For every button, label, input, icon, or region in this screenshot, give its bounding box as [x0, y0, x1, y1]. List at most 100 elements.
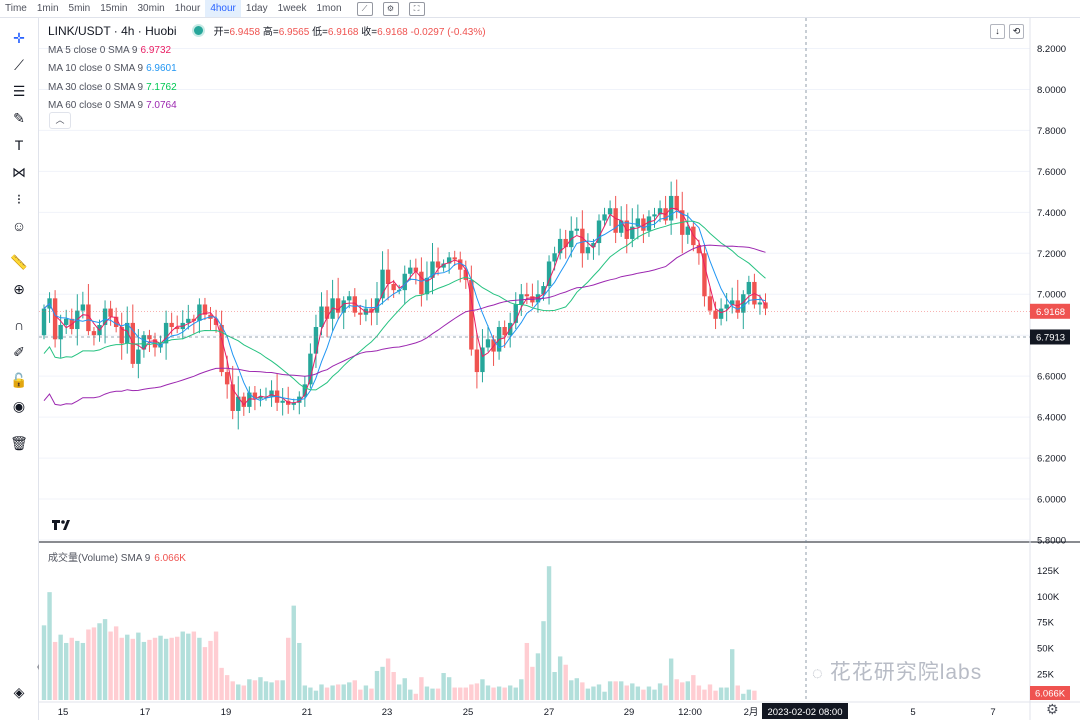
- volume-bar: [52, 641, 58, 700]
- volume-bar: [175, 636, 180, 700]
- candle-body: [607, 208, 613, 215]
- watermark: ◌ 花花研究院labs: [812, 656, 982, 686]
- ma-30-legend[interactable]: MA 30 close 0 SMA 9 7.1762: [48, 78, 486, 97]
- timeframe-1mon[interactable]: 1mon: [316, 3, 342, 14]
- volume-tick-label: 75K: [1037, 618, 1055, 629]
- candle-body: [724, 304, 729, 309]
- ma-10-legend[interactable]: MA 10 close 0 SMA 9 6.9601: [48, 59, 486, 78]
- indicator-chart-icon[interactable]: ⟋: [356, 1, 373, 16]
- volume-last-label: 6.066K: [1035, 689, 1066, 700]
- volume-bar: [180, 631, 185, 700]
- layers-icon[interactable]: ◈: [13, 684, 25, 700]
- candle-body: [763, 302, 768, 309]
- ohlc-readout: 开=6.9458 高=6.9565 低=6.9168 收=6.9168 -0.0…: [214, 27, 486, 38]
- candle-body: [291, 402, 296, 405]
- volume-bar: [641, 689, 646, 700]
- timeframe-1min[interactable]: 1min: [36, 3, 59, 14]
- volume-bar: [152, 637, 158, 700]
- lock-drawing-icon[interactable]: ✐: [13, 344, 25, 360]
- volume-bar: [541, 621, 546, 700]
- volume-bar: [413, 693, 419, 700]
- volume-bar: [130, 638, 135, 700]
- zoom-in-icon[interactable]: ⊕: [13, 281, 25, 297]
- volume-bar: [41, 625, 47, 700]
- trend-line-icon[interactable]: ⟋: [14, 57, 24, 73]
- volume-bar: [463, 687, 468, 700]
- candles: [41, 179, 768, 700]
- crosshair-price-badge: [1030, 329, 1070, 345]
- candle-body: [219, 324, 224, 373]
- volume-bar: [391, 672, 396, 700]
- time-tick-label: 5: [910, 707, 915, 718]
- volume-bar: [607, 681, 613, 700]
- collapse-legend-button[interactable]: ︿: [49, 112, 71, 129]
- fullscreen-icon[interactable]: ⛶: [408, 1, 425, 16]
- volume-bar: [724, 687, 729, 700]
- ma-60-legend[interactable]: MA 60 close 0 SMA 9 7.0764: [48, 96, 486, 115]
- volume-bar: [513, 687, 518, 700]
- candle-body: [580, 228, 585, 254]
- gear-icon[interactable]: ⚙: [1046, 701, 1059, 717]
- refresh-icon[interactable]: ⟲: [1009, 24, 1024, 39]
- logo-part: [54, 520, 57, 530]
- brush-icon[interactable]: ✎: [13, 110, 25, 126]
- volume-bar: [474, 683, 480, 700]
- emoji-icon[interactable]: ☺: [11, 218, 27, 234]
- timeframe-1hour[interactable]: 1hour: [174, 3, 201, 14]
- scroll-down-icon[interactable]: ↓: [990, 24, 1005, 39]
- timeframe-1day[interactable]: 1day: [245, 3, 268, 14]
- volume-bar: [258, 677, 263, 700]
- candle-body: [452, 257, 457, 260]
- text-icon[interactable]: T: [14, 137, 24, 153]
- volume-bar: [419, 677, 424, 700]
- time-tick-label: 19: [221, 707, 232, 718]
- volume-bar: [86, 629, 91, 700]
- lock-icon[interactable]: 🔓: [10, 372, 28, 388]
- volume-bar: [163, 638, 169, 700]
- volume-bar: [524, 642, 530, 700]
- volume-bar: [91, 627, 97, 700]
- volume-bar: [508, 685, 513, 700]
- ma-5-legend[interactable]: MA 5 close 0 SMA 9 6.9732: [48, 41, 486, 60]
- candle-body: [335, 298, 341, 313]
- timeframe-4hour[interactable]: 4hour: [205, 0, 241, 17]
- crosshair-price-label: 6.7913: [1036, 332, 1065, 343]
- candle-body: [574, 228, 579, 231]
- candle-body: [674, 195, 679, 211]
- timeframe-time[interactable]: Time: [5, 3, 27, 14]
- candle-body: [591, 243, 596, 248]
- pattern-icon[interactable]: ⋈: [12, 164, 26, 180]
- chart-legend: LINK/USDT · 4h · Huobi 开=6.9458 高=6.9565…: [48, 22, 486, 115]
- trash-icon[interactable]: 🗑: [10, 435, 28, 451]
- volume-bar: [680, 682, 685, 700]
- timeframe-15min[interactable]: 15min: [100, 3, 128, 14]
- settings-hex-icon[interactable]: ⚙: [382, 1, 399, 16]
- crosshair-icon[interactable]: ✛: [13, 30, 25, 46]
- ma-10-value: 6.9601: [146, 63, 177, 74]
- volume-bar: [668, 658, 674, 700]
- timeframe-5min[interactable]: 5min: [68, 3, 91, 14]
- candle-body: [52, 298, 58, 340]
- timeframe-1week[interactable]: 1week: [277, 3, 307, 14]
- horizontal-lines-icon[interactable]: ☰: [12, 83, 26, 99]
- candle-body: [413, 267, 419, 272]
- prediction-icon[interactable]: ⁝: [16, 191, 22, 207]
- volume-tick-label: 50K: [1037, 644, 1055, 655]
- ruler-icon[interactable]: 📏: [10, 254, 28, 270]
- volume-bar: [713, 690, 718, 700]
- candle-body: [102, 308, 108, 325]
- volume-bar: [646, 686, 652, 700]
- candle-body: [86, 304, 91, 332]
- volume-bar: [674, 679, 679, 700]
- candle-body: [202, 304, 208, 315]
- volume-bar: [191, 631, 197, 700]
- volume-bar: [602, 691, 607, 700]
- eye-icon[interactable]: ◉: [12, 398, 26, 414]
- candle-body: [430, 261, 435, 278]
- volume-bar: [274, 680, 280, 700]
- timeframe-30min[interactable]: 30min: [137, 3, 165, 14]
- candle-body: [169, 322, 174, 328]
- volume-bar: [469, 684, 474, 700]
- magnet-icon[interactable]: ∩: [13, 317, 25, 333]
